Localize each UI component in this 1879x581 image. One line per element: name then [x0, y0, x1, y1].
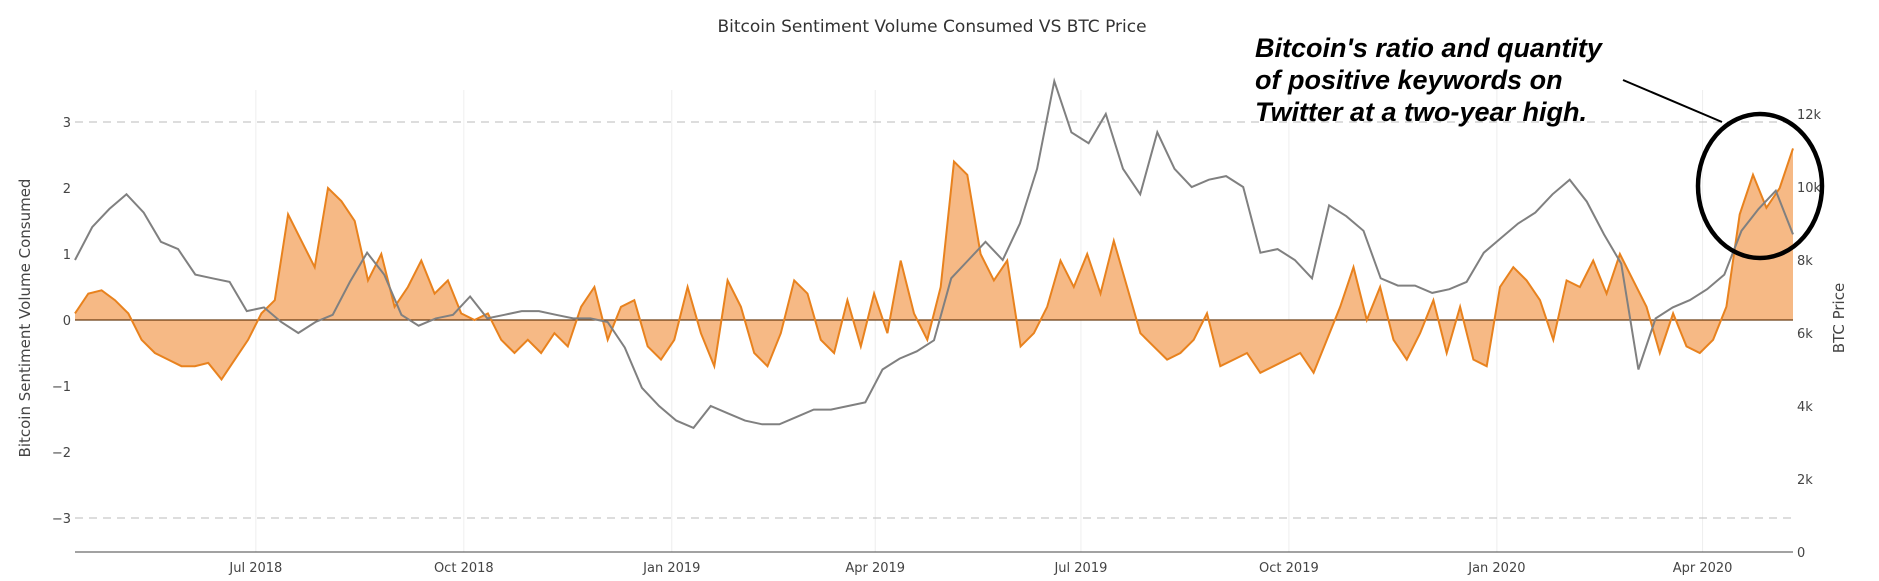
annotation-line-2: of positive keywords on	[1255, 65, 1563, 95]
y-tick-label: 1	[63, 248, 71, 263]
y2-tick-label: 2k	[1797, 473, 1813, 488]
y2-tick-label: 8k	[1797, 254, 1813, 269]
x-tick-label: Apr 2019	[845, 561, 905, 576]
gridlines	[75, 90, 1793, 552]
y-tick-label: −3	[52, 512, 71, 527]
btc-price-line	[74, 77, 1794, 430]
x-tick-label: Jan 2019	[642, 561, 700, 576]
annotation-line-3: Twitter at a two-year high.	[1255, 97, 1587, 127]
y-axis-ticks: 3 2 1 0 −1 −2 −3	[52, 116, 71, 527]
x-tick-label: Jul 2019	[1053, 561, 1107, 576]
y-tick-label: −2	[52, 446, 71, 461]
x-tick-label: Jul 2018	[228, 561, 282, 576]
y2-tick-label: 10k	[1797, 181, 1822, 196]
y-tick-label: 0	[63, 314, 71, 329]
y-tick-label: −1	[52, 380, 71, 395]
sentiment-line	[74, 148, 1794, 382]
annotation-line-1: Bitcoin's ratio and quantity	[1255, 33, 1604, 63]
y2-axis-label: BTC Price	[1830, 283, 1848, 353]
x-tick-label: Oct 2019	[1259, 561, 1319, 576]
y2-tick-label: 0	[1797, 546, 1805, 561]
x-tick-label: Apr 2020	[1673, 561, 1733, 576]
x-tick-label: Oct 2018	[434, 561, 494, 576]
y2-tick-label: 4k	[1797, 400, 1813, 415]
annotation-arrow	[1622, 79, 1723, 123]
annotation-circle	[1695, 111, 1825, 261]
y2-tick-label: 12k	[1797, 108, 1822, 123]
x-tick-label: Jan 2020	[1467, 561, 1525, 576]
y-tick-label: 3	[63, 116, 71, 131]
series-layer	[74, 77, 1794, 430]
chart-title: Bitcoin Sentiment Volume Consumed VS BTC…	[717, 17, 1146, 37]
x-axis-ticks: Jul 2018 Oct 2018 Jan 2019 Apr 2019 Jul 2019…	[228, 561, 1732, 576]
y-tick-label: 2	[63, 182, 71, 197]
y2-tick-label: 6k	[1797, 327, 1813, 342]
y-axis-label: Bitcoin Sentiment Volume Consumed	[16, 179, 34, 458]
annotation: Bitcoin's ratio and quantity of positive…	[1255, 33, 1825, 261]
sentiment-area	[75, 148, 1793, 380]
y2-axis-ticks: 12k 10k 8k 6k 4k 2k 0	[1797, 108, 1822, 561]
